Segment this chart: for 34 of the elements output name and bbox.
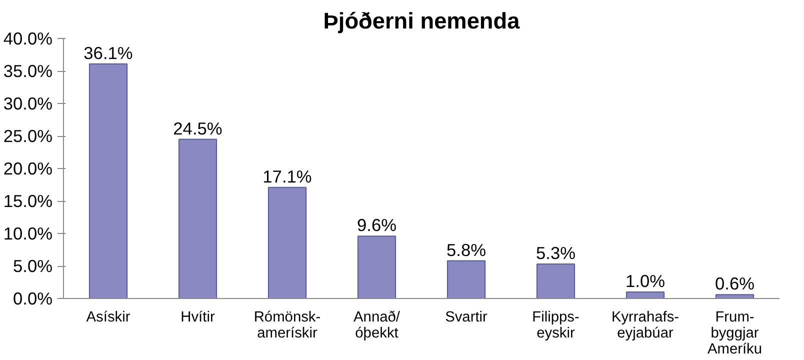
y-tick-label: 5.0% — [13, 256, 53, 276]
data-label: 5.3% — [536, 243, 576, 264]
bar — [446, 260, 486, 298]
x-tick-label: Kyrrahafs- eyjabúar — [611, 310, 680, 342]
x-tick-label: Filipps- eyskir — [532, 310, 580, 342]
y-tick-label: 15.0% — [3, 191, 53, 211]
x-tick-label: Asískir — [86, 310, 130, 326]
bar — [536, 264, 576, 298]
x-tick-label: Frum- byggjar Ameríku — [707, 310, 762, 358]
y-tick-label: 0.0% — [13, 288, 53, 308]
bar — [268, 186, 307, 298]
data-label: 17.1% — [262, 166, 312, 186]
x-tick-label: Rómönsk- amerískir — [254, 310, 321, 342]
bar — [88, 63, 128, 298]
data-label: 24.5% — [173, 118, 222, 138]
bar — [626, 292, 665, 298]
data-label: 5.8% — [446, 240, 486, 260]
y-tick-label: 25.0% — [3, 126, 53, 146]
data-label: 1.0% — [626, 271, 665, 291]
x-tick-label: Annað/ óþekkt — [354, 310, 401, 342]
bar — [178, 138, 218, 298]
y-tick-label: 30.0% — [3, 94, 53, 114]
y-tick-label: 10.0% — [3, 224, 53, 244]
y-tick-label: 40.0% — [3, 28, 53, 48]
data-label: 0.6% — [715, 274, 754, 294]
data-label: 9.6% — [357, 215, 396, 236]
bar — [357, 236, 396, 298]
y-tick-label: 35.0% — [3, 61, 53, 81]
chart-title: Þjóðerni nemenda — [323, 8, 520, 34]
data-label: 36.1% — [84, 42, 133, 63]
y-tick-label: 20.0% — [3, 158, 53, 178]
x-tick-label: Svartir — [445, 310, 488, 326]
x-tick-label: Hvítir — [180, 310, 215, 326]
bar — [715, 294, 754, 298]
